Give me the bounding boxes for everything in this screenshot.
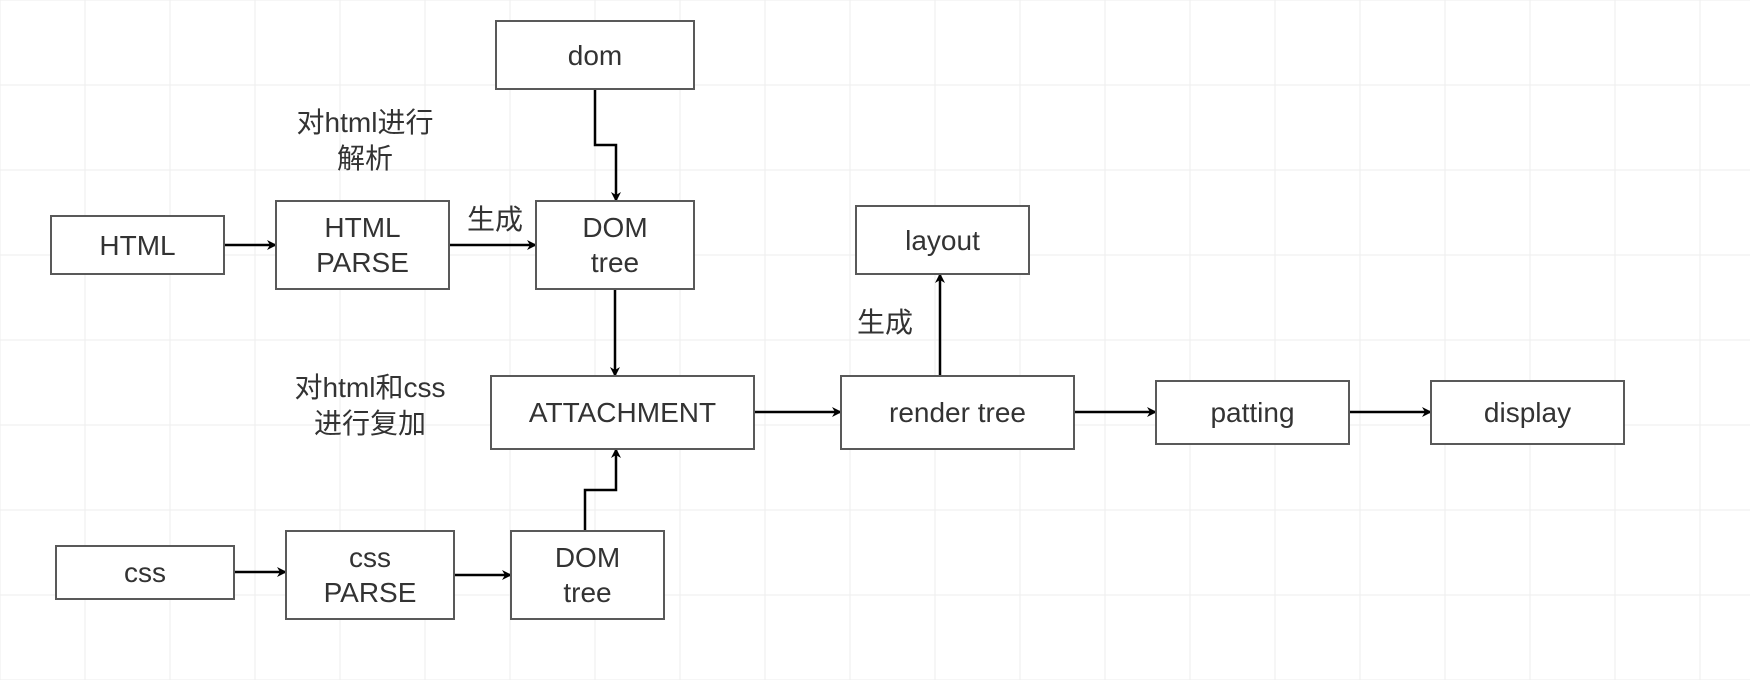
node-display: display (1430, 380, 1625, 445)
node-dom_tree_2: DOM tree (510, 530, 665, 620)
node-patting: patting (1155, 380, 1350, 445)
label-lbl_gen_1: 生成 (455, 202, 535, 238)
node-dom: dom (495, 20, 695, 90)
node-css_parse: css PARSE (285, 530, 455, 620)
label-lbl_html_parse: 对html进行 解析 (260, 105, 470, 178)
node-render_tree: render tree (840, 375, 1075, 450)
node-dom_tree_1: DOM tree (535, 200, 695, 290)
label-lbl_attach_desc: 对html和css 进行复加 (255, 370, 485, 443)
node-html_parse: HTML PARSE (275, 200, 450, 290)
node-css: css (55, 545, 235, 600)
label-lbl_gen_2: 生成 (845, 305, 925, 341)
node-html: HTML (50, 215, 225, 275)
flowchart-canvas: dom HTML HTML PARSE DOM tree layout ATTACHMEN… (0, 0, 1750, 680)
node-layout: layout (855, 205, 1030, 275)
node-attachment: ATTACHMENT (490, 375, 755, 450)
